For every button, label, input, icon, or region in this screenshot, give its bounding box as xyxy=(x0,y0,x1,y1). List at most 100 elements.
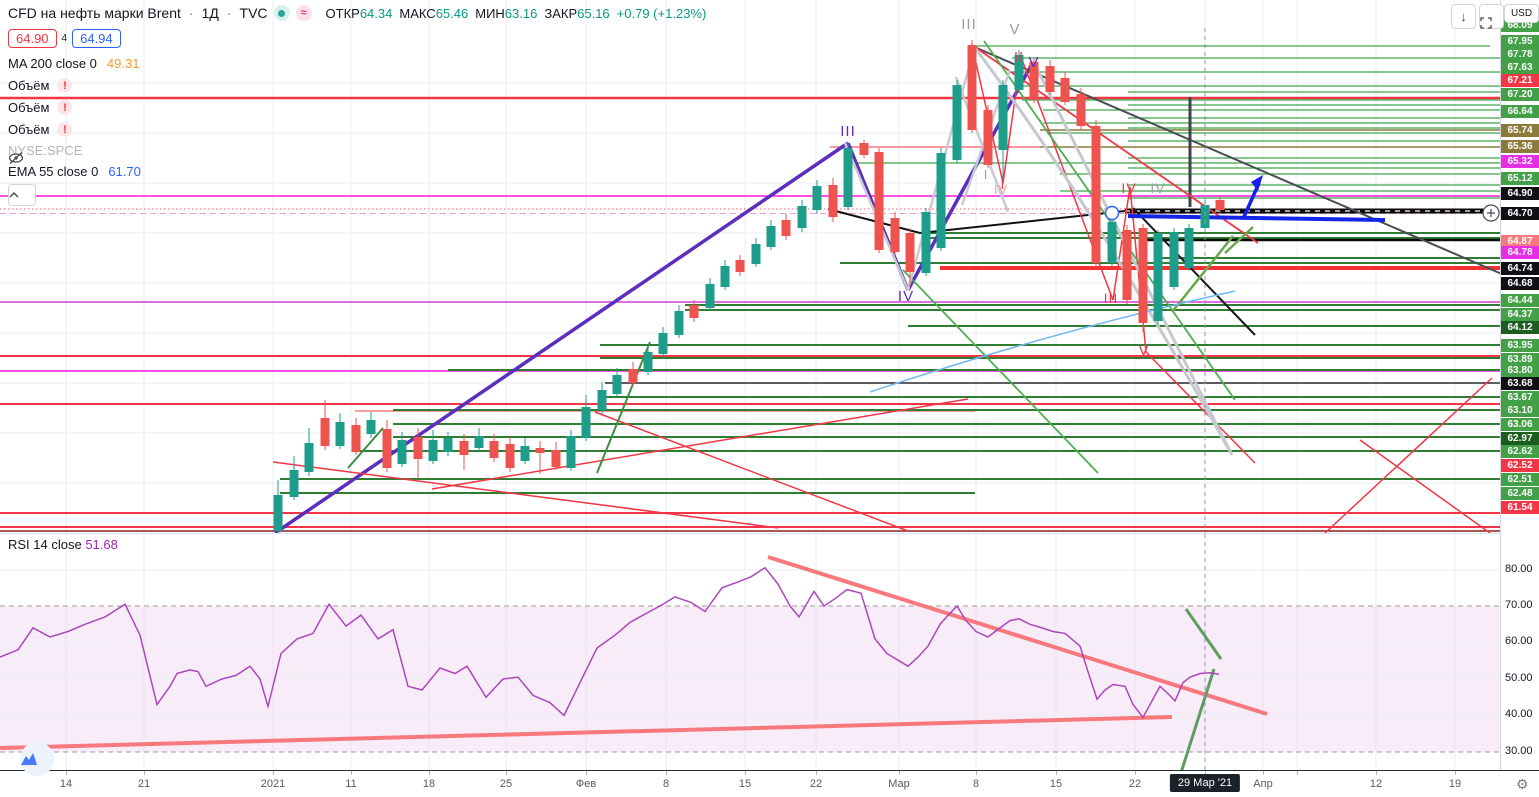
rsi-axis-label: 50.00 xyxy=(1505,672,1533,684)
elliott-wave-label[interactable]: I xyxy=(984,167,989,182)
trendline[interactable] xyxy=(596,341,651,474)
candle xyxy=(689,305,699,318)
trendline[interactable] xyxy=(594,411,909,532)
price-axis-label: 62.62 xyxy=(1501,444,1539,458)
candle xyxy=(781,220,791,236)
candle xyxy=(1091,126,1101,263)
tradingview-logo[interactable] xyxy=(20,742,54,776)
time-tick xyxy=(273,771,274,775)
candle xyxy=(859,143,869,155)
maximize-pane-button[interactable] xyxy=(1479,4,1504,29)
elliott-wave-label[interactable]: V xyxy=(1009,21,1020,38)
candle xyxy=(751,244,761,264)
time-axis-label: 22 xyxy=(1128,778,1142,790)
trendline[interactable] xyxy=(1359,439,1491,533)
rsi-trendline[interactable] xyxy=(1184,608,1223,660)
ask-button[interactable]: 64.94 xyxy=(72,29,121,48)
close-value: 65.16 xyxy=(577,5,610,21)
time-settings-gear-icon[interactable]: ⚙ xyxy=(1516,776,1529,792)
candle xyxy=(366,420,376,434)
arrow-head-icon[interactable] xyxy=(1251,175,1263,191)
arrow-drawing[interactable] xyxy=(1241,182,1261,220)
candle xyxy=(382,429,392,468)
rsi-trendline[interactable] xyxy=(0,715,1173,750)
trendline[interactable] xyxy=(1324,377,1493,533)
timeframe[interactable]: 1Д xyxy=(201,5,219,21)
rsi-legend[interactable]: RSI 14 close 51.68 xyxy=(8,537,118,552)
time-axis-label: 22 xyxy=(809,778,823,790)
rsi-axis-label: 80.00 xyxy=(1505,563,1533,575)
rsi-trendline[interactable] xyxy=(1179,668,1216,771)
curve-drawing[interactable] xyxy=(869,290,1236,393)
symbol-title[interactable]: CFD на нефть марки Brent xyxy=(8,5,181,21)
legend-item-ema55[interactable]: EMA 55 close 0 61.70 xyxy=(8,164,141,179)
candle xyxy=(1122,230,1132,300)
legend-item-spce[interactable]: NYSE:SPCE xyxy=(8,143,90,164)
trendline[interactable] xyxy=(272,461,779,529)
rsi-value: 51.68 xyxy=(85,537,118,552)
elliott-wave-label[interactable]: I xyxy=(1001,176,1006,192)
elliott-wave-label[interactable]: III xyxy=(961,16,977,33)
trendline[interactable] xyxy=(983,40,1236,401)
collapse-legend-button[interactable] xyxy=(8,184,36,206)
price-axis-label: 67.21 xyxy=(1501,73,1539,87)
error-icon[interactable]: ! xyxy=(57,100,73,115)
legend-item-ma200[interactable]: MA 200 close 0 49.31 xyxy=(8,56,140,71)
trendline[interactable] xyxy=(1132,207,1256,336)
elliott-wave-label[interactable]: IV xyxy=(1121,180,1136,196)
price-axis[interactable]: USD 68.09 67.95 67.78 67.63 67.21 67.20 66.64 6… xyxy=(1500,0,1539,793)
elliott-wave-label[interactable]: IV xyxy=(898,288,914,305)
price-axis-label: 63.80 xyxy=(1501,363,1539,377)
trendline[interactable] xyxy=(1224,226,1254,254)
price-point-marker[interactable] xyxy=(1104,205,1120,221)
elliott-wave-label[interactable]: II xyxy=(1014,49,1024,66)
price-axis-label: 65.74 xyxy=(1501,123,1539,137)
elliott-wave-label[interactable]: IV xyxy=(994,182,1008,197)
legend-item-volume-3[interactable]: Объём ! xyxy=(8,122,73,137)
legend-item-volume-2[interactable]: Объём ! xyxy=(8,100,73,115)
elliott-wave-label[interactable]: IV xyxy=(1150,180,1165,196)
trendline[interactable] xyxy=(347,427,384,469)
elliott-wave-label[interactable]: V xyxy=(1028,54,1039,71)
price-axis-label: 62.48 xyxy=(1501,486,1539,500)
change-value: +0.79 (+1.23%) xyxy=(616,5,707,21)
elliott-wave-label[interactable]: V xyxy=(1138,342,1149,359)
trendline[interactable] xyxy=(1145,351,1256,464)
price-axis-label: 67.78 xyxy=(1501,47,1539,61)
scroll-to-recent-button[interactable]: ↓ xyxy=(1451,4,1476,29)
time-axis-label: 2021 xyxy=(260,778,286,790)
trendline[interactable] xyxy=(431,398,969,490)
candle xyxy=(1153,233,1163,321)
trendline[interactable] xyxy=(827,208,921,234)
time-tick xyxy=(586,771,587,775)
candle xyxy=(1215,200,1225,210)
approx-data-icon[interactable]: ≈ xyxy=(295,5,312,21)
rsi-trendline[interactable] xyxy=(767,555,1268,716)
candle xyxy=(474,436,484,448)
trendline[interactable] xyxy=(1171,235,1234,313)
trendline[interactable] xyxy=(954,76,1010,213)
currency-button[interactable]: USD xyxy=(1504,4,1539,23)
time-tick xyxy=(666,771,667,775)
elliott-wave-label[interactable]: III xyxy=(1104,290,1119,306)
trendline[interactable] xyxy=(902,269,1099,474)
candle xyxy=(597,390,607,410)
trendline[interactable] xyxy=(1127,214,1386,222)
price-axis-label: 64.70 xyxy=(1501,206,1539,220)
bid-button[interactable]: 64.90 xyxy=(8,29,57,48)
candle xyxy=(983,110,993,165)
error-icon[interactable]: ! xyxy=(57,78,73,93)
error-icon[interactable]: ! xyxy=(57,122,73,137)
legend-item-volume-1[interactable]: Объём ! xyxy=(8,78,73,93)
market-status-icon[interactable] xyxy=(273,5,290,21)
time-axis[interactable]: 14 21 2021 11 18 25 Фев 8 15 22 Мар 8 15 22 Апр 12 19 29 … xyxy=(0,770,1539,797)
trendline[interactable] xyxy=(1112,186,1131,301)
candle xyxy=(1029,62,1039,100)
elliott-wave-label[interactable]: III xyxy=(840,123,856,140)
trendline[interactable] xyxy=(1033,64,1234,456)
price-axis-label: 63.10 xyxy=(1501,403,1539,417)
time-tick xyxy=(1135,771,1136,775)
candle xyxy=(643,352,653,372)
trendline[interactable] xyxy=(274,141,849,533)
time-axis-label: Фев xyxy=(575,778,597,790)
